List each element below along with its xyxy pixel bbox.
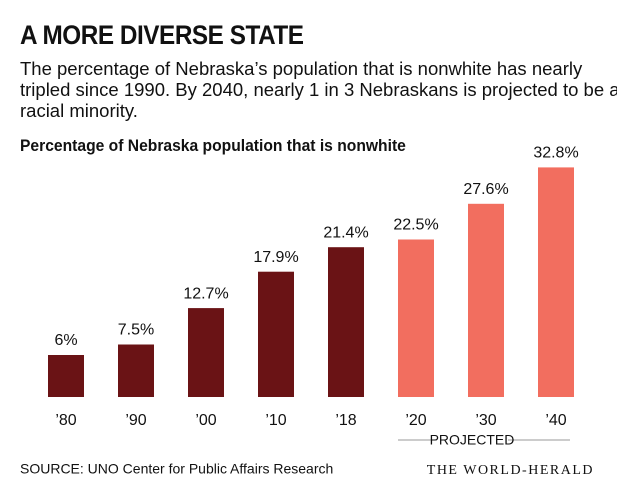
bar bbox=[258, 271, 294, 397]
x-tick-label: ’10 bbox=[265, 412, 286, 429]
x-tick-label: ’30 bbox=[475, 412, 496, 429]
bar bbox=[328, 247, 364, 397]
bar bbox=[118, 344, 154, 397]
x-tick-label: ’00 bbox=[195, 412, 216, 429]
value-label: 22.5% bbox=[393, 217, 438, 234]
bar bbox=[398, 239, 434, 397]
x-tick-label: ’80 bbox=[55, 412, 76, 429]
title: A MORE DIVERSE STATE bbox=[20, 20, 304, 50]
value-label: 6% bbox=[54, 332, 77, 349]
value-label: 21.4% bbox=[323, 224, 368, 241]
source: SOURCE: UNO Center for Public Affairs Re… bbox=[20, 461, 333, 477]
value-label: 32.8% bbox=[533, 145, 578, 162]
annotation: PROJECTED bbox=[430, 432, 515, 448]
bar bbox=[48, 355, 84, 397]
x-tick-label: ’18 bbox=[335, 412, 356, 429]
subtitle: The percentage of Nebraska’s population … bbox=[20, 58, 617, 121]
bar bbox=[468, 203, 504, 397]
x-tick-label: ’90 bbox=[125, 412, 146, 429]
bar bbox=[538, 167, 574, 397]
value-label: 12.7% bbox=[183, 285, 228, 302]
value-label: 7.5% bbox=[118, 322, 154, 339]
bar bbox=[188, 308, 224, 397]
chart-title: Percentage of Nebraska population that i… bbox=[20, 136, 406, 155]
x-tick-label: ’40 bbox=[545, 412, 566, 429]
value-label: 17.9% bbox=[253, 249, 298, 266]
value-label: 27.6% bbox=[463, 181, 508, 198]
credit: THE WORLD-HERALD bbox=[427, 463, 594, 478]
x-tick-label: ’20 bbox=[405, 412, 426, 429]
